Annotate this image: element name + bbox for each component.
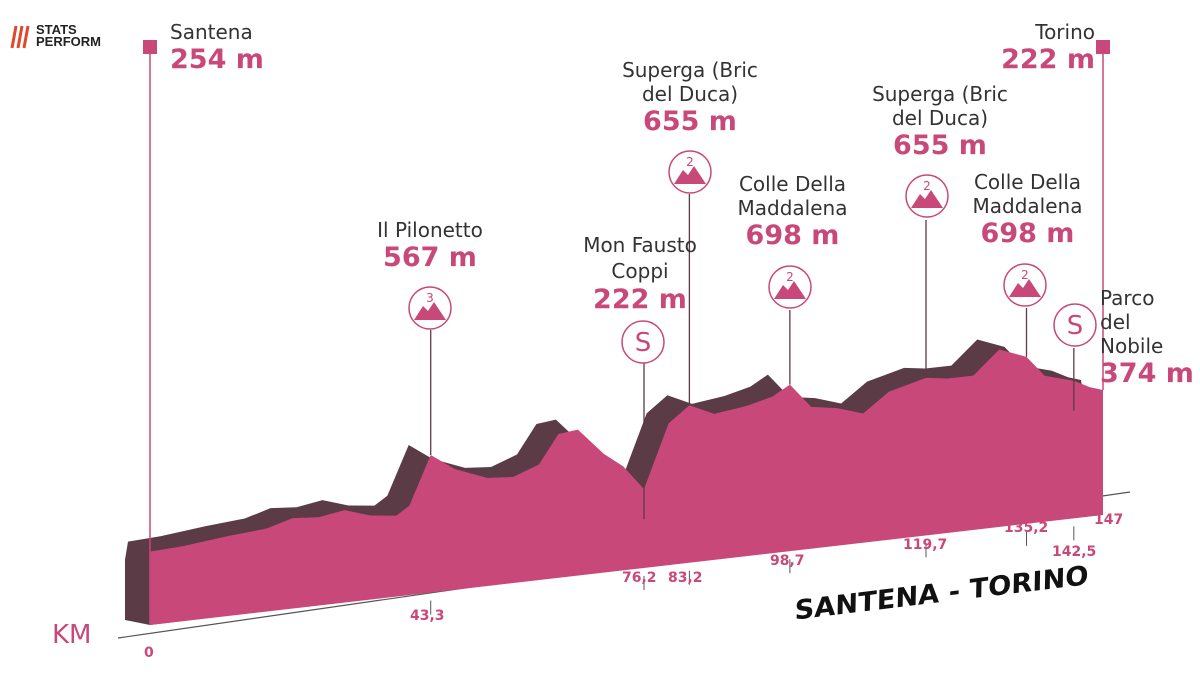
category-number: 2	[686, 155, 694, 169]
km-tick: 0	[144, 645, 154, 661]
climb-altitude: 698 m	[745, 220, 840, 251]
start-label: Santena 254 m	[170, 20, 264, 76]
axis-unit-label: KM	[52, 620, 92, 650]
km-tick: 135,2	[1004, 520, 1049, 536]
finish-name: Torino	[1035, 20, 1095, 44]
km-tick: 43,3	[410, 608, 445, 624]
sprint-icon	[1053, 303, 1097, 347]
climb-altitude: 655 m	[893, 130, 987, 161]
mountain-glyph	[774, 281, 806, 299]
climb-label: Parco del Nobile 374 m	[1100, 286, 1200, 390]
km-tick: 142,5	[1052, 544, 1097, 560]
climb-altitude: 698 m	[980, 218, 1075, 249]
km-tick: 83,2	[668, 570, 703, 586]
category-number: 2	[1021, 268, 1029, 282]
climb-label: Colle Della Maddalena 698 m	[955, 170, 1100, 250]
climb-altitude: 374 m	[1100, 358, 1194, 389]
start-altitude: 254 m	[170, 44, 264, 75]
logo-stripes-icon	[10, 25, 30, 49]
category-number: 2	[786, 270, 794, 284]
sprint-icon	[621, 320, 665, 364]
finish-altitude: 222 m	[1001, 44, 1095, 75]
climb-name: Superga (Bric del Duca)	[872, 82, 1008, 130]
km-tick: 147	[1094, 512, 1124, 528]
sprint-letter: S	[1067, 311, 1084, 341]
mountain-glyph	[1009, 279, 1041, 297]
climb-altitude: 655 m	[643, 106, 737, 137]
climb-name: Il Pilonetto	[377, 218, 483, 242]
km-tick: 98,7	[770, 553, 805, 569]
km-tick: 119,7	[903, 537, 948, 553]
climb-name: Colle Della Maddalena	[972, 170, 1083, 218]
climb-label: Il Pilonetto 567 m	[350, 218, 510, 274]
climb-altitude: 222 m	[593, 284, 687, 315]
climb-label: Mon Fausto Coppi 222 m	[565, 232, 715, 316]
profile-area	[150, 349, 1103, 625]
km-tick: 76,2	[622, 570, 657, 586]
logo-text-2: PERFORM	[36, 34, 101, 49]
climb-label: Superga (Bric del Duca) 655 m	[585, 58, 795, 138]
climb-label: Superga (Bric del Duca) 655 m	[840, 82, 1040, 162]
climb-altitude: 567 m	[383, 242, 477, 273]
mountain-glyph	[911, 190, 943, 208]
mountain-glyph	[674, 166, 706, 184]
profile-side-face	[125, 551, 150, 625]
mountain-glyph	[414, 302, 446, 320]
finish-label: Torino 222 m	[1000, 20, 1095, 76]
sprint-letter: S	[635, 328, 652, 358]
climb-name: Mon Fausto Coppi	[583, 233, 697, 283]
climb-name: Superga (Bric del Duca)	[622, 58, 758, 106]
category-number: 2	[923, 179, 931, 193]
stats-perform-logo: STATS PERFORM	[10, 22, 101, 49]
finish-flag	[1096, 40, 1110, 54]
climb-label: Colle Della Maddalena 698 m	[720, 172, 865, 252]
category-number: 3	[426, 291, 434, 305]
climb-name: Colle Della Maddalena	[737, 172, 848, 220]
start-name: Santena	[170, 20, 253, 44]
climb-name: Parco del Nobile	[1100, 286, 1164, 358]
logo-text-1: STATS	[36, 22, 77, 37]
start-flag	[143, 40, 157, 54]
